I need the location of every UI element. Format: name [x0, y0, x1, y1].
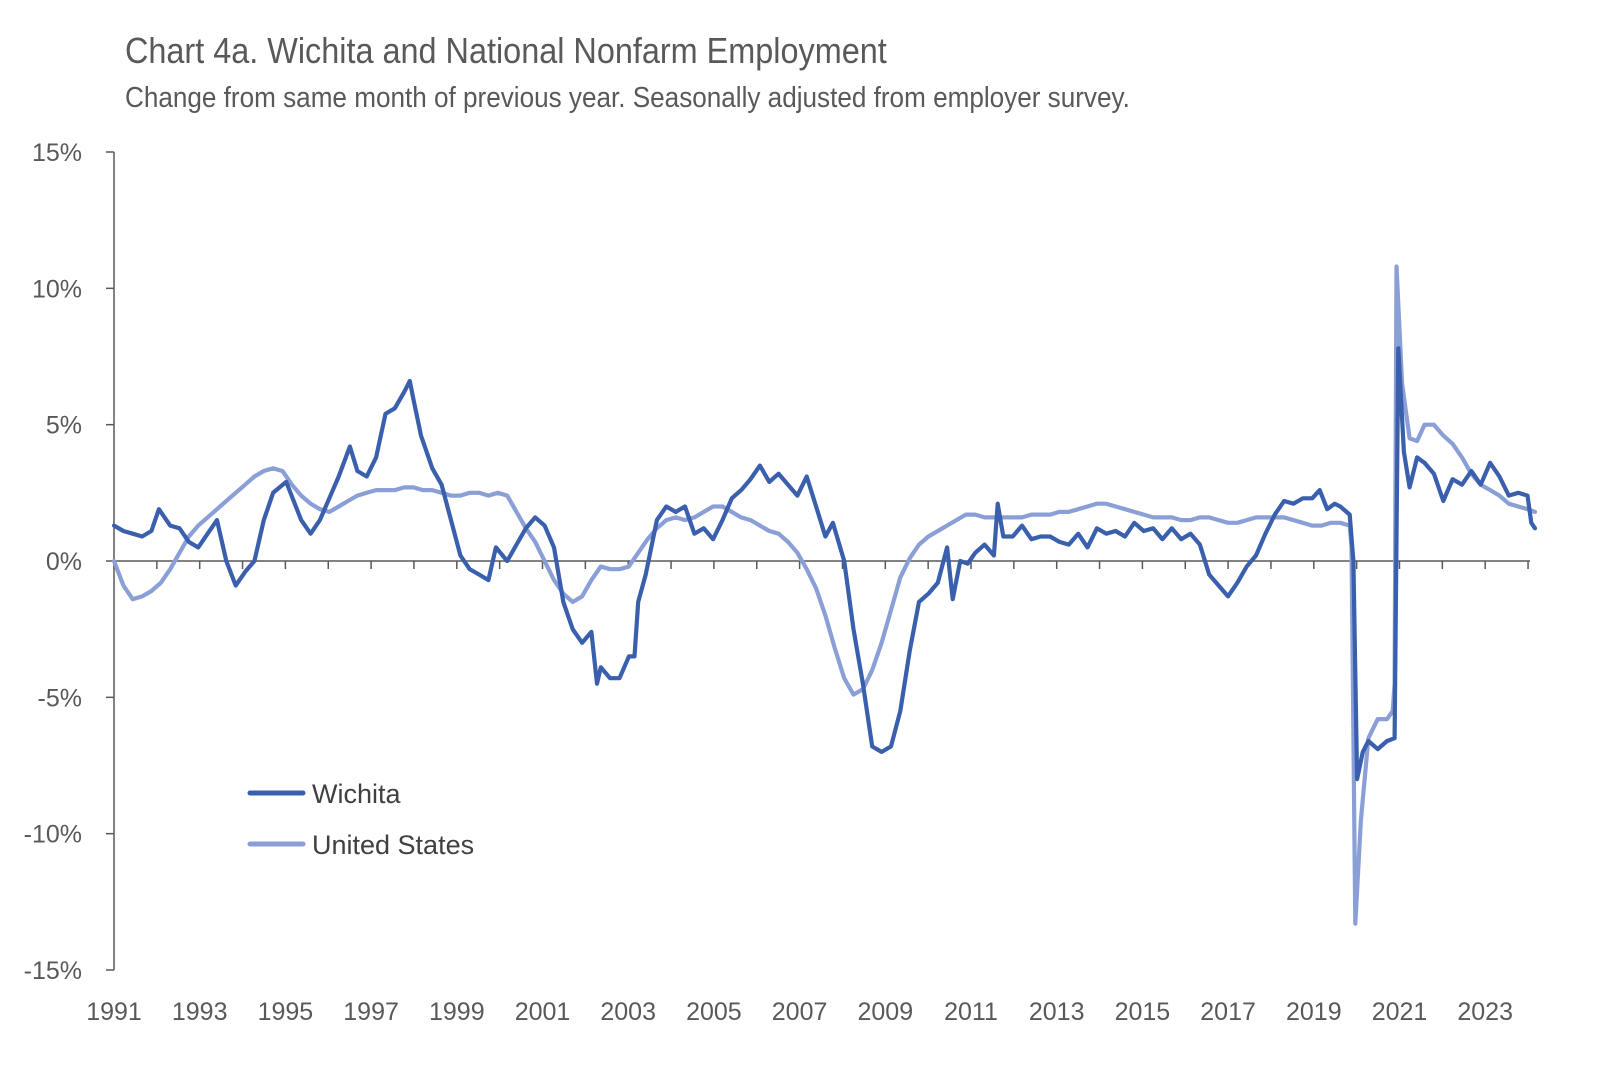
x-tick-label: 2009 — [857, 998, 913, 1026]
x-tick-label: 2019 — [1286, 998, 1342, 1026]
y-tick-label: 15% — [32, 139, 82, 167]
x-axis-ticks: 1991 1993 1995 1997 1999 2001 2003 2005 2007 2009… — [86, 561, 1529, 1026]
x-tick-label: 2003 — [600, 998, 656, 1026]
series-line-wichita — [111, 346, 1538, 782]
y-axis-ticks: 15% 10% 5% 0% -5% -10% -15% — [24, 139, 114, 985]
chart-legend: Wichita United States — [247, 779, 474, 860]
x-tick-label: 2021 — [1372, 998, 1428, 1026]
series-line-united-states — [111, 264, 1538, 926]
x-tick-label: 1993 — [172, 998, 228, 1026]
legend-label: Wichita — [312, 779, 401, 809]
chart-series — [111, 264, 1538, 926]
x-tick-label: 2001 — [515, 998, 571, 1026]
x-tick-label: 2013 — [1029, 998, 1085, 1026]
x-tick-label: 2023 — [1457, 998, 1513, 1026]
y-tick-label: 0% — [46, 548, 82, 576]
x-tick-label: 2015 — [1115, 998, 1171, 1026]
legend-label: United States — [312, 830, 474, 860]
x-tick-label: 1995 — [258, 998, 314, 1026]
y-tick-label: 10% — [32, 275, 82, 303]
y-tick-label: -5% — [38, 684, 82, 712]
x-tick-label: 1997 — [343, 998, 399, 1026]
x-tick-label: 2005 — [686, 998, 742, 1026]
x-tick-label: 2007 — [772, 998, 828, 1026]
chart-subtitle: Change from same month of previous year.… — [125, 82, 1130, 114]
chart-title: Chart 4a. Wichita and National Nonfarm E… — [125, 30, 887, 71]
y-tick-label: 5% — [46, 412, 82, 440]
y-tick-label: -15% — [24, 957, 82, 985]
y-tick-label: -10% — [24, 821, 82, 849]
x-tick-label: 2017 — [1200, 998, 1256, 1026]
x-tick-label: 2011 — [944, 998, 998, 1026]
x-tick-label: 1991 — [86, 998, 142, 1026]
x-tick-label: 1999 — [429, 998, 485, 1026]
